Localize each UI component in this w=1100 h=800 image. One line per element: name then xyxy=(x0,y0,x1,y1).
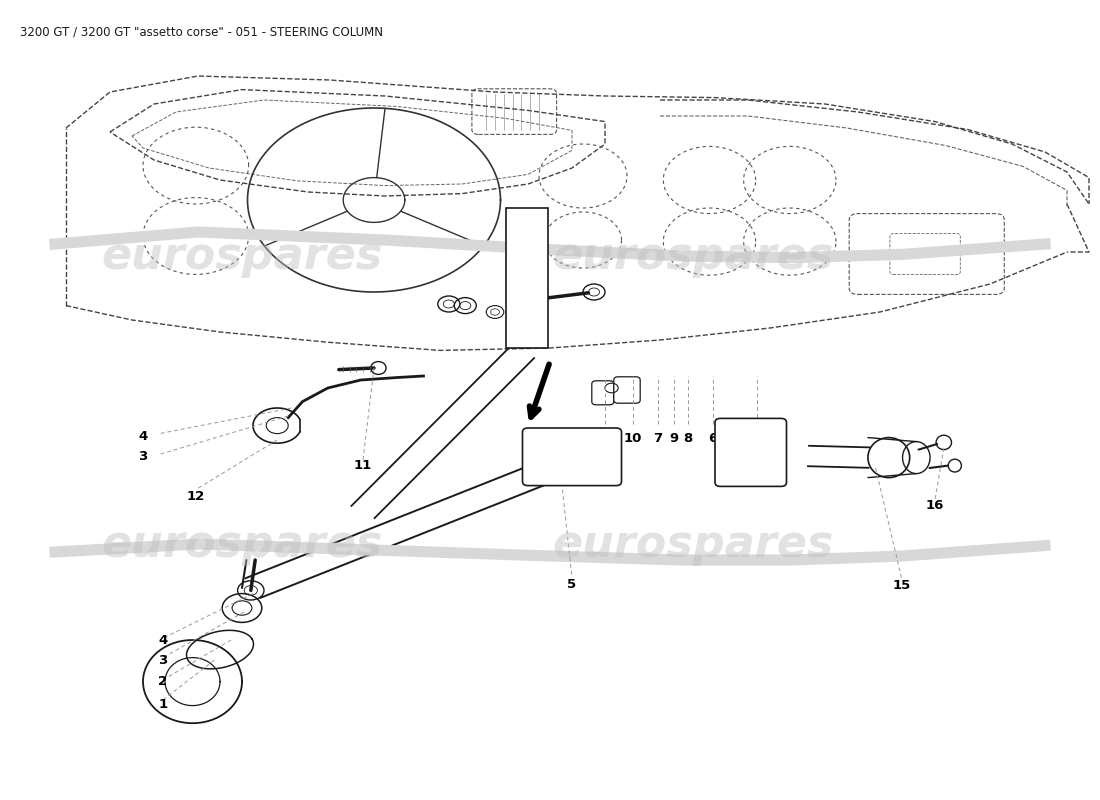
Text: 4: 4 xyxy=(139,430,147,442)
Text: 12: 12 xyxy=(187,490,205,502)
Ellipse shape xyxy=(371,362,386,374)
FancyBboxPatch shape xyxy=(522,428,622,486)
Text: 3200 GT / 3200 GT "assetto corse" - 051 - STEERING COLUMN: 3200 GT / 3200 GT "assetto corse" - 051 … xyxy=(20,26,383,38)
Ellipse shape xyxy=(868,438,910,478)
Text: 10: 10 xyxy=(624,432,641,445)
Text: 8: 8 xyxy=(683,432,692,445)
Text: 9: 9 xyxy=(670,432,679,445)
FancyBboxPatch shape xyxy=(614,377,640,403)
FancyBboxPatch shape xyxy=(506,208,548,348)
Text: eurospares: eurospares xyxy=(101,234,383,278)
Text: 1: 1 xyxy=(158,698,167,710)
Text: eurospares: eurospares xyxy=(101,522,383,566)
Text: 13: 13 xyxy=(748,432,766,445)
Text: 5: 5 xyxy=(568,578,576,590)
Text: 3: 3 xyxy=(158,654,167,666)
Text: 2: 2 xyxy=(158,675,167,688)
Text: 7: 7 xyxy=(653,432,662,445)
Circle shape xyxy=(583,284,605,300)
Text: eurospares: eurospares xyxy=(552,234,834,278)
FancyBboxPatch shape xyxy=(592,381,614,405)
Text: 11: 11 xyxy=(354,459,372,472)
Text: 6: 6 xyxy=(708,432,717,445)
Text: 15: 15 xyxy=(893,579,911,592)
Text: 16: 16 xyxy=(926,499,944,512)
Text: 3: 3 xyxy=(139,450,147,462)
Text: 14: 14 xyxy=(596,432,614,445)
Text: 4: 4 xyxy=(158,634,167,646)
FancyBboxPatch shape xyxy=(715,418,786,486)
Text: eurospares: eurospares xyxy=(552,522,834,566)
